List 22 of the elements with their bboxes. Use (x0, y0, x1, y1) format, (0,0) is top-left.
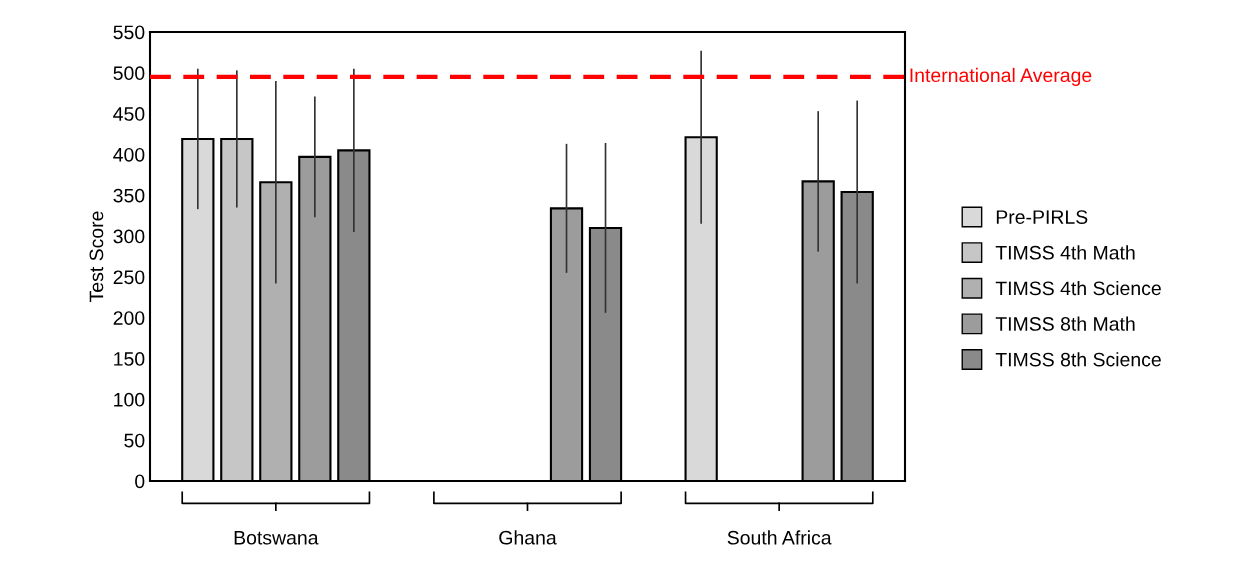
y-tick-label: 400 (113, 147, 145, 162)
y-axis-title: Test Score (89, 211, 104, 302)
ref-line-label: International Average (910, 67, 1092, 86)
y-tick-label: 450 (113, 107, 145, 121)
legend-label: TIMSS 8th Math (995, 316, 1135, 331)
y-tick-label: 500 (113, 66, 145, 81)
y-tick-label: 350 (113, 188, 145, 203)
y-tick-label: 300 (113, 229, 145, 244)
y-tick-label: 550 (113, 25, 145, 40)
y-tick-label: 200 (113, 311, 145, 325)
legend-label: TIMSS 8th Science (995, 352, 1161, 367)
x-tick-label: South Africa (727, 530, 832, 545)
y-tick-label: 250 (113, 270, 145, 285)
y-tick-label: 100 (114, 392, 145, 407)
legend-label: TIMSS 4th Math (995, 245, 1135, 260)
legend-label: TIMSS 4th Science (995, 280, 1161, 296)
y-tick-label: 150 (114, 352, 145, 366)
y-tick-label: 0 (135, 474, 145, 489)
x-tick-label: Ghana (499, 530, 557, 545)
y-tick-label: 50 (124, 433, 145, 448)
legend-label: Pre-PIRLS (996, 210, 1088, 224)
x-tick-label: Botswana (234, 531, 319, 545)
